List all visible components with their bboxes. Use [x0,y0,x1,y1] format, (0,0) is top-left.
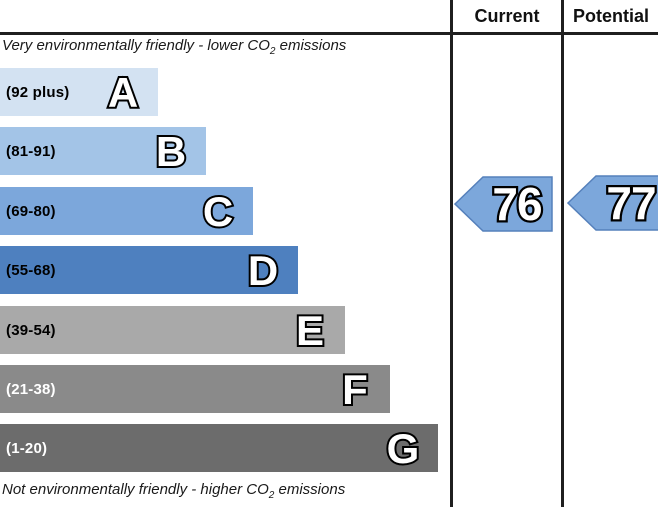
band-row-a: (92 plus) A [0,68,158,116]
band-letter-b: B [154,127,188,175]
band-letter-a: A [106,68,140,116]
band-range-label: (21-38) [6,380,56,398]
band-range-label: (92 plus) [6,83,70,101]
svg-text:E: E [296,307,324,354]
bottom-caption-text: Not environmentally friendly - higher CO [2,481,269,498]
current-rating-arrow: 76 [454,176,553,232]
top-caption: Very environmentally friendly - lower CO… [2,37,346,57]
band-row-g: (1-20) G [0,424,438,472]
band-range-label: (81-91) [6,142,56,160]
svg-text:G: G [387,425,420,472]
band-letter-f: F [340,365,370,413]
svg-text:F: F [342,366,368,413]
potential-column-left-border [561,0,564,507]
current-column-left-border [450,0,453,507]
band-letter-d: D [246,246,280,294]
svg-text:B: B [156,128,186,175]
potential-rating-arrow: 77 [567,175,658,231]
band-range-label: (39-54) [6,321,56,339]
header-divider-line [0,32,658,35]
top-caption-text: Very environmentally friendly - lower CO [2,37,270,54]
band-row-c: (69-80) C [0,187,253,235]
top-caption-subscript: 2 [269,46,276,57]
band-row-f: (21-38) F [0,365,390,413]
band-row-b: (81-91) B [0,127,206,175]
bottom-caption: Not environmentally friendly - higher CO… [2,481,345,501]
band-row-d: (55-68) D [0,246,298,294]
potential-column-header: Potential [572,6,649,26]
svg-text:A: A [108,69,138,116]
band-letter-e: E [294,306,326,354]
band-letter-c: C [201,187,235,235]
band-range-label: (55-68) [6,261,56,279]
potential-rating-value: 77 [606,177,655,229]
bottom-caption-tail: emissions [274,481,346,498]
current-column-header: Current [474,6,540,26]
svg-text:C: C [203,188,233,235]
band-range-label: (69-80) [6,202,56,220]
current-rating-value: 76 [492,178,541,230]
band-letter-g: G [385,424,422,472]
band-range-label: (1-20) [6,439,48,457]
band-row-e: (39-54) E [0,306,345,354]
svg-text:D: D [248,247,278,294]
top-caption-tail: emissions [275,37,347,54]
bottom-caption-subscript: 2 [268,490,275,501]
